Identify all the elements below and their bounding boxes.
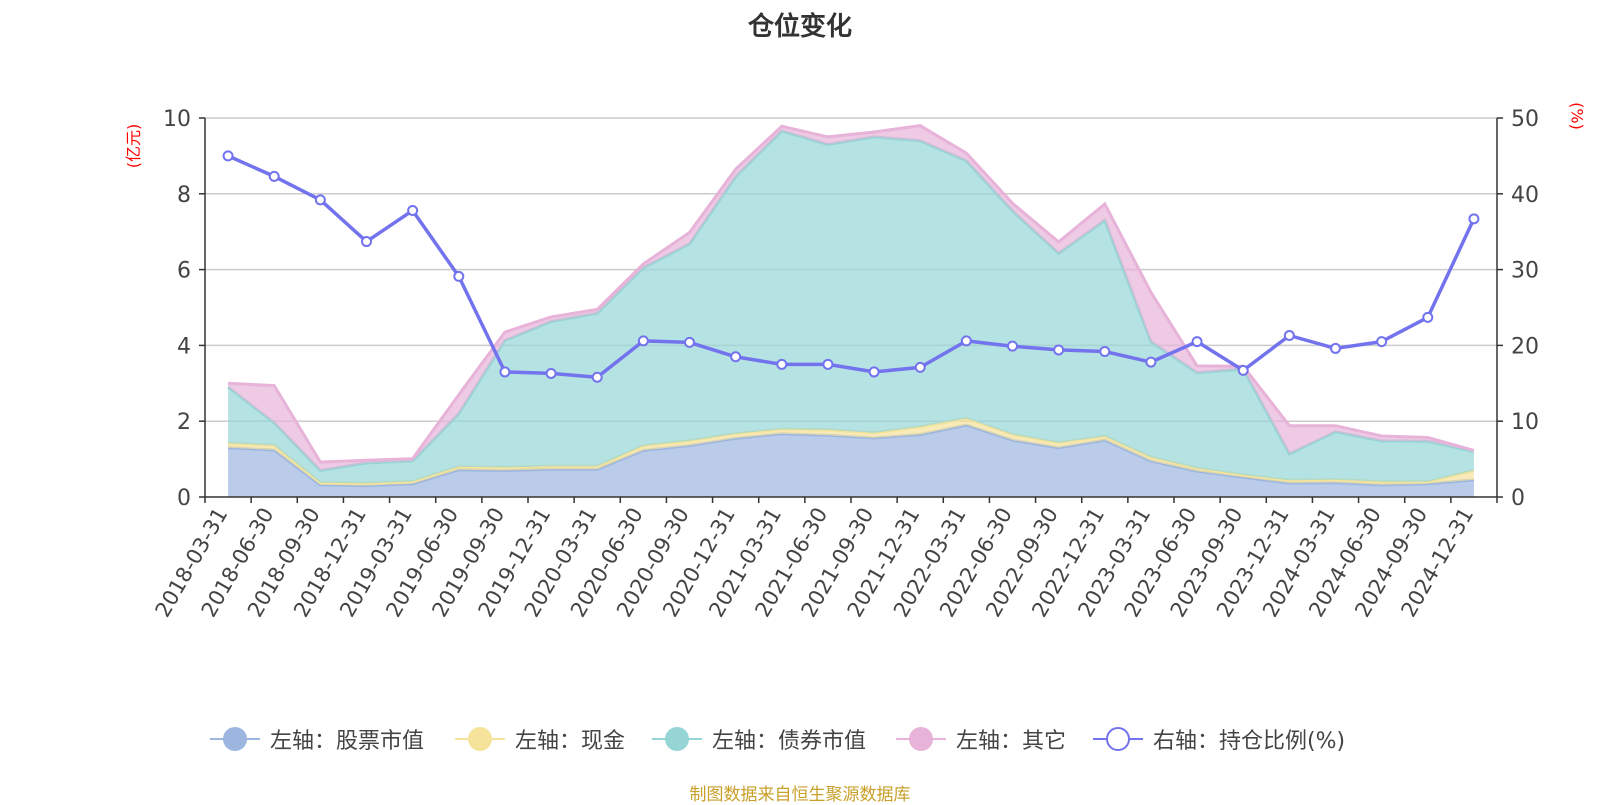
ratio-point bbox=[453, 270, 465, 282]
cash-area bbox=[228, 418, 1474, 486]
source-note: 制图数据来自恒生聚源数据库 bbox=[689, 785, 911, 805]
ratio-point bbox=[1007, 340, 1018, 352]
stock-area bbox=[228, 425, 1474, 497]
legend-label: 左轴：现金 bbox=[515, 729, 626, 754]
ratio-point bbox=[914, 361, 926, 373]
ratio-point bbox=[499, 366, 511, 378]
legend-item-bond[interactable]: 左轴：债券市值 bbox=[652, 722, 866, 756]
right-axis-tick-label: 40 bbox=[1511, 183, 1539, 208]
ratio-point bbox=[1191, 336, 1203, 348]
legend-label: 左轴：股票市值 bbox=[270, 729, 425, 754]
right-axis-tick-label: 30 bbox=[1511, 259, 1539, 284]
ratio-point bbox=[268, 170, 280, 182]
ratio-point bbox=[868, 366, 880, 378]
legend-label: 左轴：债券市值 bbox=[712, 729, 867, 754]
ratio-point bbox=[314, 194, 326, 206]
left-axis-tick-label: 8 bbox=[177, 183, 191, 208]
other-legend-icon bbox=[896, 725, 946, 753]
axes bbox=[199, 117, 1503, 503]
ratio-point bbox=[1468, 213, 1480, 225]
ratio-point bbox=[591, 371, 603, 383]
bond-legend-icon bbox=[652, 725, 702, 753]
ratio-point bbox=[545, 367, 557, 379]
left-axis-tick-label: 0 bbox=[177, 486, 191, 511]
ratio-point bbox=[776, 358, 788, 370]
right-axis-tick-label: 0 bbox=[1511, 486, 1525, 511]
legend-item-cash[interactable]: 左轴：现金 bbox=[455, 722, 625, 756]
left-axis-tick-label: 2 bbox=[177, 410, 191, 435]
ratio-point bbox=[1283, 330, 1295, 342]
stock-legend-icon bbox=[210, 725, 260, 753]
legend-label: 右轴：持仓比例(%) bbox=[1153, 729, 1346, 754]
legend-label: 左轴：其它 bbox=[956, 729, 1067, 754]
ratio-point bbox=[1145, 356, 1157, 368]
right-axis-tick-label: 50 bbox=[1511, 107, 1539, 132]
right-axis-tick-label: 20 bbox=[1511, 334, 1539, 359]
legend-item-stock[interactable]: 左轴：股票市值 bbox=[210, 722, 424, 756]
right-axis-tick-label: 10 bbox=[1511, 410, 1539, 435]
bond-area bbox=[228, 130, 1474, 484]
left-axis-tick-label: 4 bbox=[177, 334, 191, 359]
ratio-point bbox=[684, 336, 695, 348]
ratio-line bbox=[227, 154, 1476, 379]
ratio-point bbox=[637, 335, 649, 347]
ratio-point bbox=[1237, 364, 1249, 376]
ratio-point bbox=[222, 150, 234, 162]
ratio-point bbox=[1376, 336, 1388, 348]
ratio-point bbox=[407, 204, 419, 216]
ratio-point bbox=[1422, 311, 1434, 323]
ratio-point bbox=[1053, 344, 1065, 356]
ratio-point bbox=[730, 351, 742, 363]
chart-title: 仓位变化 bbox=[747, 12, 852, 42]
ratio-point bbox=[361, 236, 372, 248]
legend-item-ratio[interactable]: 右轴：持仓比例(%) bbox=[1093, 722, 1345, 756]
left-axis-unit: (亿元) bbox=[124, 123, 143, 169]
ratio-point bbox=[960, 335, 972, 347]
ratio-legend-icon bbox=[1093, 725, 1143, 753]
stacked-areas bbox=[227, 124, 1475, 497]
ratio-point bbox=[822, 358, 834, 370]
cash-legend-icon bbox=[455, 725, 505, 753]
left-axis-tick-label: 6 bbox=[177, 259, 191, 284]
right-axis-unit: (%) bbox=[1567, 102, 1587, 130]
ratio-point bbox=[1330, 342, 1341, 354]
ratio-point bbox=[1099, 345, 1111, 357]
left-axis-tick-label: 10 bbox=[163, 107, 191, 132]
legend-item-other[interactable]: 左轴：其它 bbox=[896, 722, 1066, 756]
ratio-line-layer bbox=[222, 150, 1480, 383]
other-area-edge bbox=[228, 124, 1475, 464]
legend: 左轴：股票市值 左轴：现金 左轴：债券市值 左轴：其它 右轴：持仓比例(%) bbox=[0, 722, 1600, 756]
